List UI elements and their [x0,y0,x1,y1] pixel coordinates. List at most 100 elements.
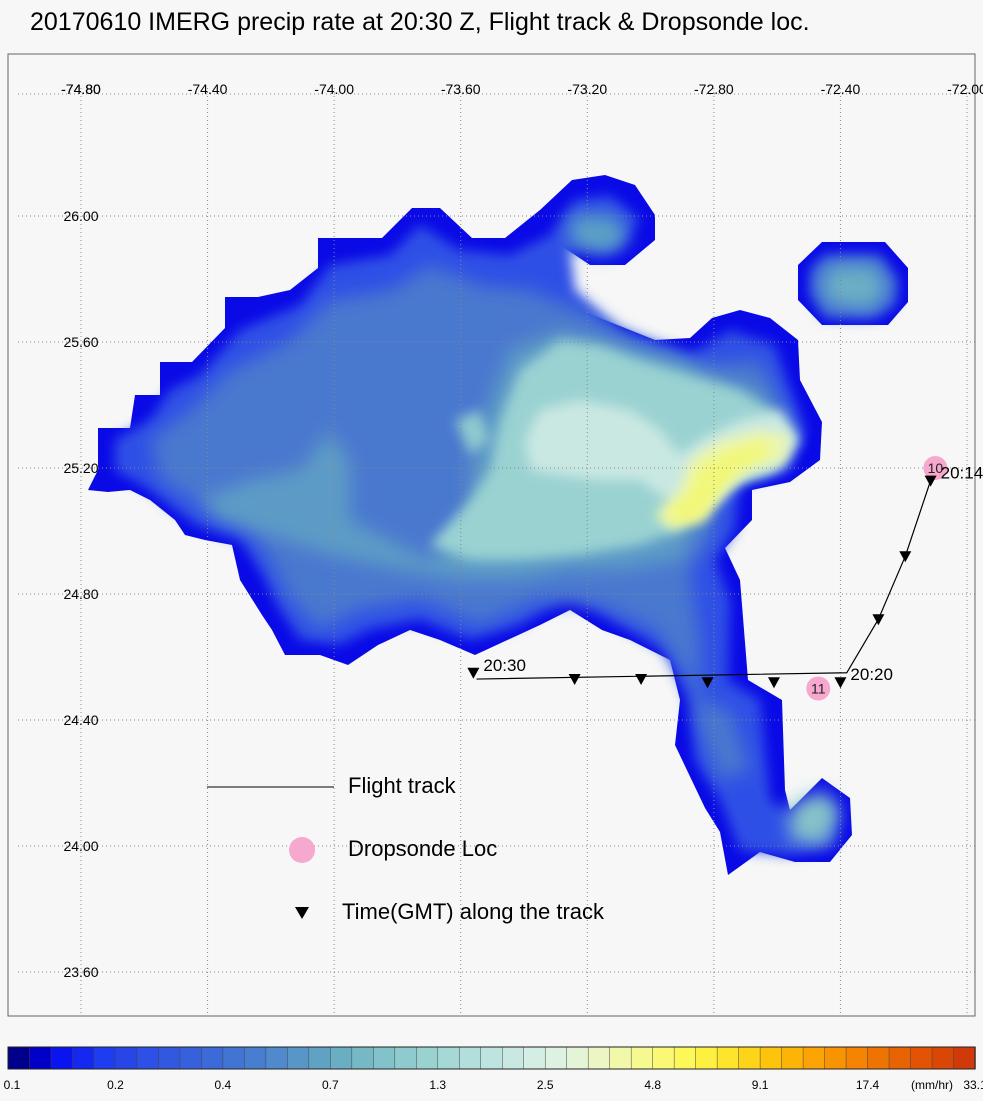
colorbar-cell [544,1046,568,1070]
colorbar-tick-label: 0.4 [215,1078,232,1092]
colorbar-cell [136,1046,160,1070]
lat-tick-label: 25.20 [63,460,98,476]
colorbar-cell [673,1046,697,1070]
lat-tick-label: 24.40 [63,712,98,728]
dropsonde-label: 10 [928,460,944,476]
colorbar-cell [244,1046,267,1070]
time-marker-label: 20:20 [850,665,893,684]
colorbar-cell [759,1046,783,1070]
colorbar-cells [7,1046,976,1070]
lat-tick-label: 23.60 [63,964,98,980]
dropsonde-marker [806,676,831,701]
precip-core [665,440,770,523]
colorbar-cell [523,1046,546,1070]
longitude-labels: -74.80 -74.40 -74.00 -73.60 -73.20 -72.80 -72.… [61,81,983,97]
colorbar-cell [931,1046,955,1070]
flight-track-layer: 10 11 20:14 20:20 20:30 [467,456,983,701]
colorbar-tick-label: 0.7 [322,1078,339,1092]
time-marker [701,677,714,689]
colorbar-frame [7,1046,976,1070]
colorbar-cell [480,1046,503,1070]
lon-tick-label: -74.80 [61,81,101,97]
colorbar-cell [609,1046,632,1070]
time-marker [568,674,581,686]
colorbar-cell [910,1046,933,1070]
legend-sonde-label: Dropsonde Loc [348,836,497,861]
time-marker-label: 20:14 [941,464,983,483]
colorbar-cell [287,1046,310,1070]
lat-tick-label: 25.60 [63,334,98,350]
colorbar-cell [953,1046,976,1070]
colorbar: 0.1 0.2 0.4 0.7 1.3 2.5 4.8 9.1 17.4 33.1 (mm/hr) [4,1046,983,1092]
dropsonde-label: 11 [811,681,826,697]
colorbar-cell [50,1046,74,1070]
lon-tick-label: -72.00 [947,81,983,97]
colorbar-cell [716,1046,740,1070]
colorbar-tick-label: 1.3 [429,1078,446,1092]
colorbar-cell [845,1046,869,1070]
colorbar-cell [566,1046,589,1070]
colorbar-cell [222,1046,246,1070]
legend-track-label: Flight track [348,773,457,798]
time-marker [872,614,885,626]
legend-time-label: Time(GMT) along the track [342,899,605,924]
lon-tick-label: -74.40 [188,81,228,97]
time-marker [834,677,847,689]
colorbar-cell [93,1046,117,1070]
colorbar-cell [652,1046,675,1070]
latitude-labels: 26.00 25.60 25.20 24.80 24.40 24.00 23.60 [63,208,98,980]
precip-se-level-3 [790,790,840,845]
colorbar-cell [824,1046,847,1070]
dropsonde-marker [923,456,948,480]
colorbar-cell [587,1046,611,1070]
time-marker [467,667,480,679]
colorbar-cell [201,1046,224,1070]
colorbar-cell [330,1046,353,1070]
precip-level-5b [455,410,490,455]
colorbar-cell [7,1046,31,1070]
colorbar-cell [416,1046,439,1070]
colorbar-cell [781,1046,804,1070]
colorbar-labels: 0.1 0.2 0.4 0.7 1.3 2.5 4.8 9.1 17.4 33.1 [4,1078,983,1092]
colorbar-unit: (mm/hr) [911,1078,953,1092]
colorbar-cell [802,1046,826,1070]
colorbar-cell [459,1046,482,1070]
time-marker [924,475,937,487]
colorbar-cell [394,1046,418,1070]
lon-tick-label-overlap: -74.80 [61,81,101,97]
colorbar-cell [501,1046,525,1070]
lon-tick-label: -72.80 [694,81,734,97]
precip-n-level-3 [570,215,630,255]
time-marker [635,674,648,686]
colorbar-cell [695,1046,718,1070]
colorbar-tick-label: 17.4 [856,1078,880,1092]
map-legend: Flight track Dropsonde Loc Time(GMT) alo… [207,773,605,924]
colorbar-cell [630,1046,654,1070]
lon-tick-label: -73.60 [441,81,481,97]
colorbar-cell [158,1046,181,1070]
precip-ne-level-3 [820,265,888,310]
lon-tick-label: -74.00 [314,81,354,97]
time-marker [899,551,912,563]
colorbar-cell [738,1046,761,1070]
legend-sonde-marker [289,837,315,863]
lat-tick-label: 24.00 [63,838,98,854]
lon-tick-label: -73.20 [567,81,607,97]
colorbar-cell [373,1046,396,1070]
map-title: 20170610 IMERG precip rate at 20:30 Z, F… [30,8,810,36]
colorbar-cell [867,1046,890,1070]
colorbar-cell [115,1046,138,1070]
time-marker-label: 20:30 [483,656,526,675]
colorbar-cell [888,1046,912,1070]
colorbar-tick-label: 4.8 [644,1078,661,1092]
colorbar-cell [265,1046,289,1070]
colorbar-tick-label: 0.2 [107,1078,124,1092]
colorbar-cell [179,1046,203,1070]
colorbar-cell [308,1046,332,1070]
colorbar-cell [72,1046,95,1070]
colorbar-tick-label: 0.1 [4,1078,21,1092]
colorbar-tick-label: 33.1 [963,1078,983,1092]
legend-time-marker-icon [295,907,309,919]
colorbar-tick-label: 9.1 [752,1078,769,1092]
